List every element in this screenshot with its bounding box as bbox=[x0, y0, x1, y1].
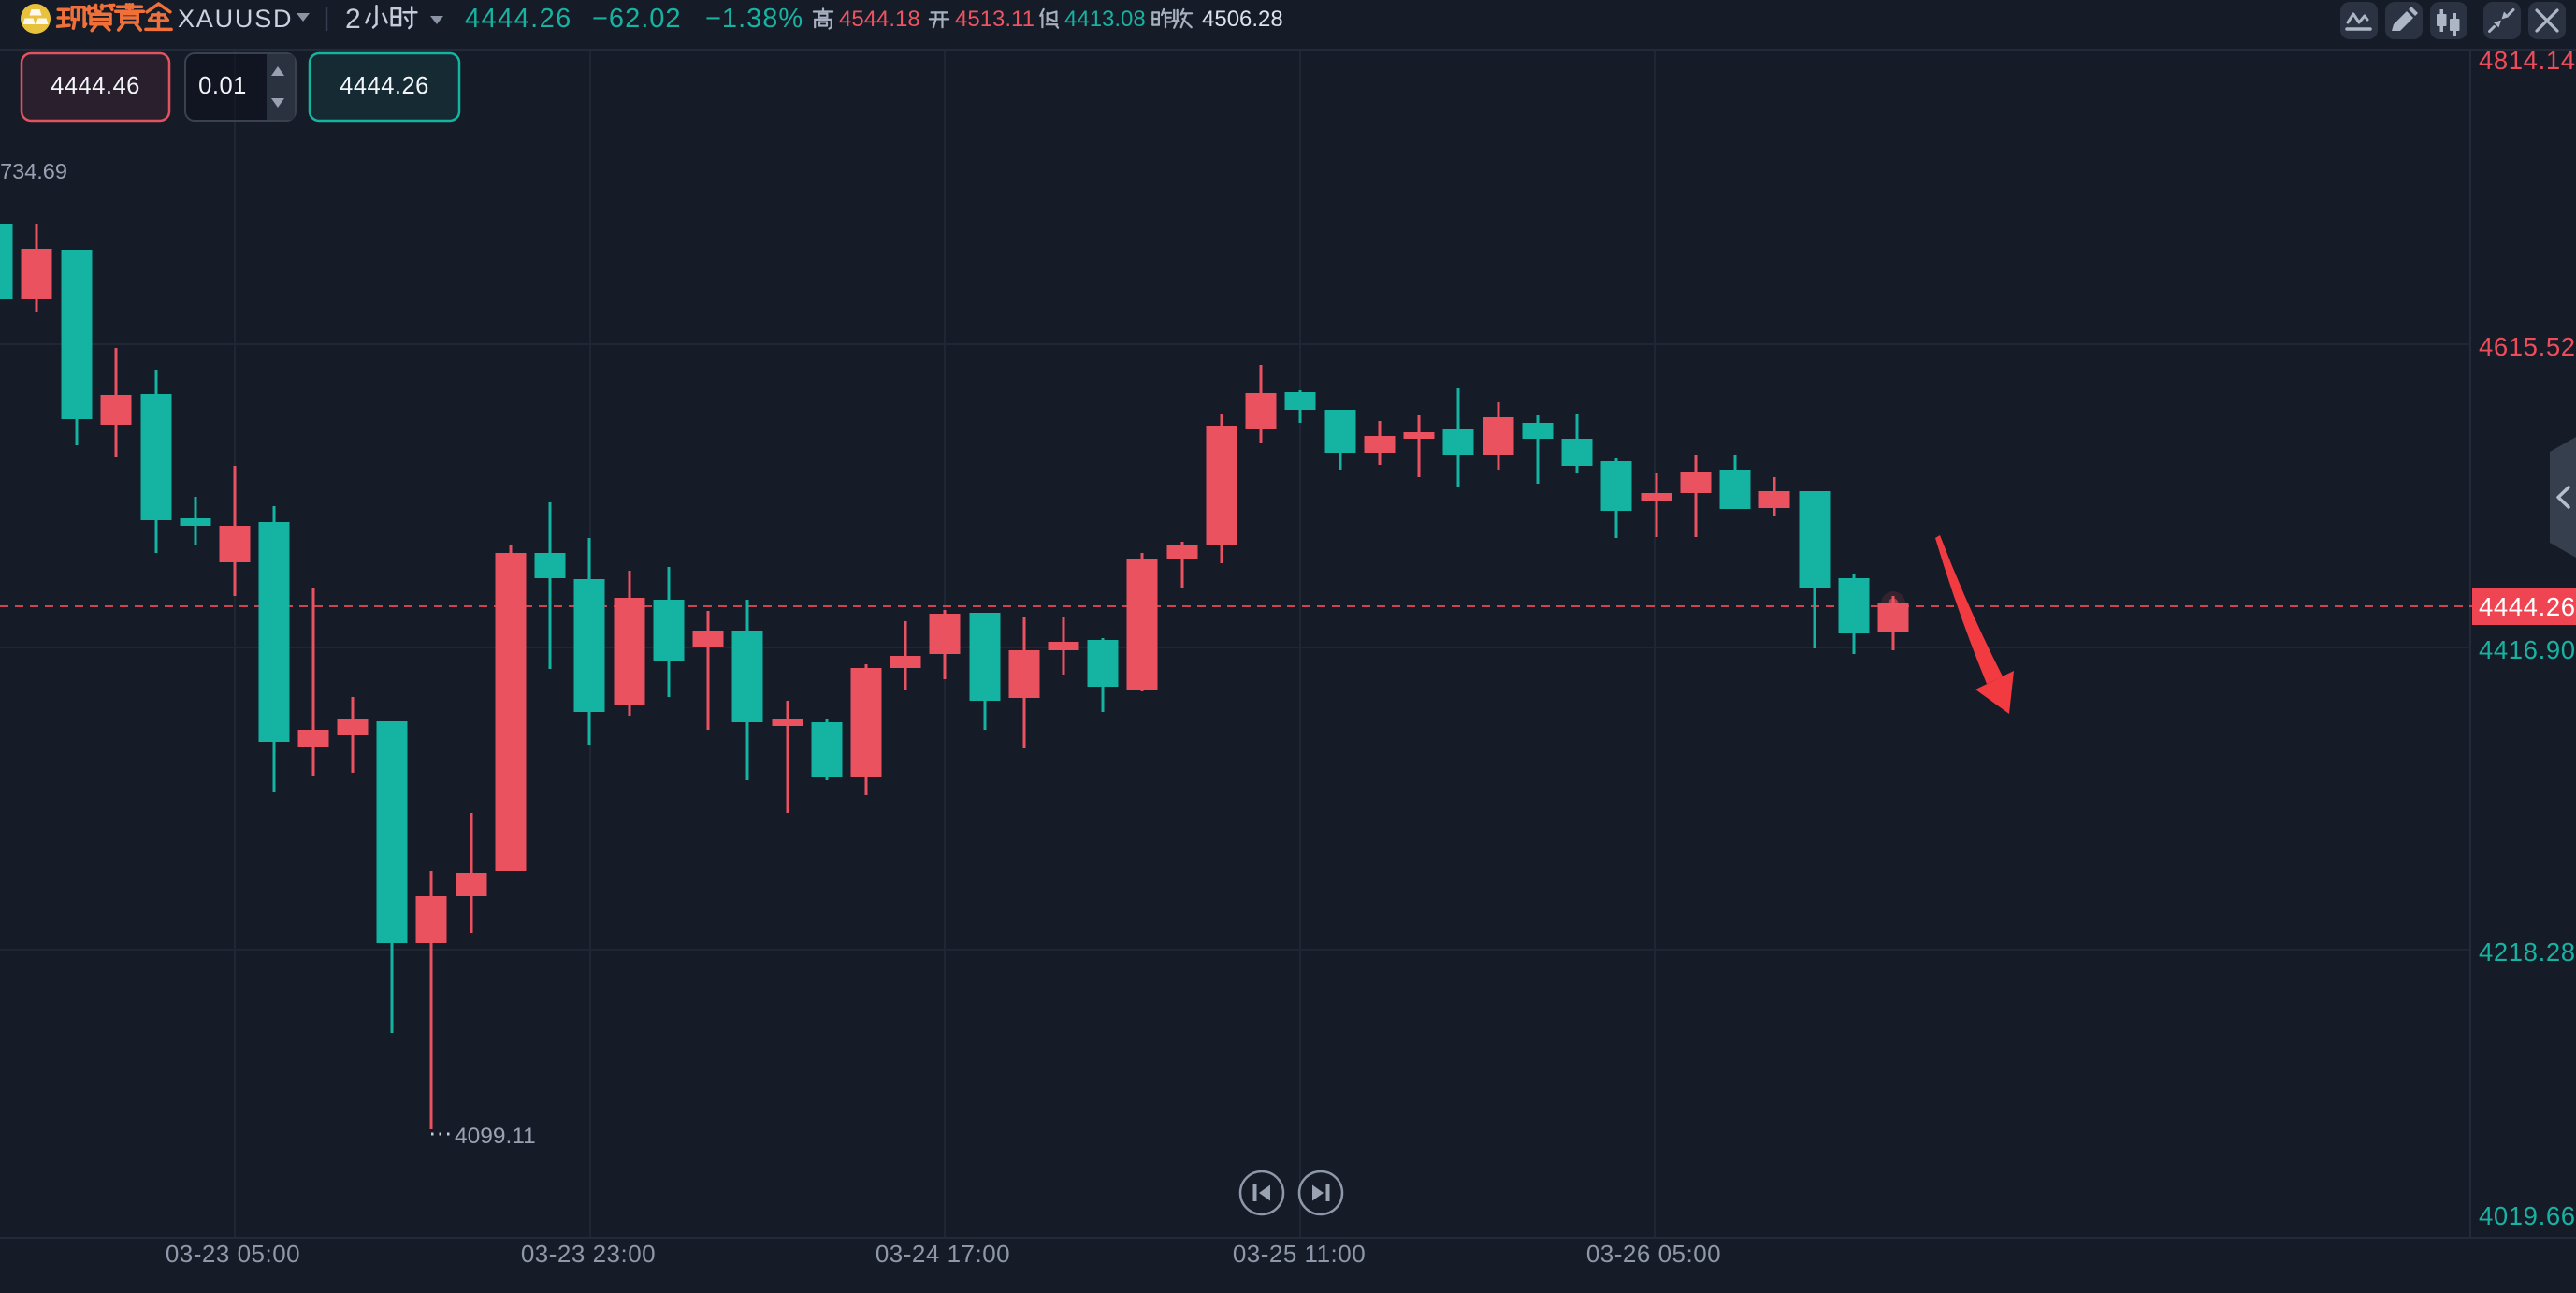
svg-text:03-25 11:00: 03-25 11:00 bbox=[1233, 1240, 1366, 1268]
svg-text:4413.08: 4413.08 bbox=[1064, 7, 1146, 32]
svg-text:4444.26: 4444.26 bbox=[340, 73, 429, 99]
svg-text:4444.46: 4444.46 bbox=[51, 73, 140, 99]
svg-text:4615.52: 4615.52 bbox=[2479, 332, 2576, 361]
svg-text:2: 2 bbox=[345, 4, 361, 35]
svg-text:−1.38%: −1.38% bbox=[705, 4, 803, 34]
svg-text:4513.11: 4513.11 bbox=[955, 7, 1035, 32]
svg-text:4019.66: 4019.66 bbox=[2479, 1201, 2576, 1230]
svg-text:4416.90: 4416.90 bbox=[2479, 635, 2576, 664]
svg-text:4099.11: 4099.11 bbox=[455, 1124, 536, 1149]
svg-text:XAUUSD: XAUUSD bbox=[178, 5, 293, 33]
svg-text:03-26 05:00: 03-26 05:00 bbox=[1586, 1240, 1721, 1268]
svg-text:03-23 23:00: 03-23 23:00 bbox=[521, 1240, 656, 1268]
svg-text:03-24 17:00: 03-24 17:00 bbox=[876, 1240, 1010, 1268]
svg-text:0.01: 0.01 bbox=[198, 73, 247, 99]
svg-text:03-23 05:00: 03-23 05:00 bbox=[166, 1240, 300, 1268]
svg-text:4734.69: 4734.69 bbox=[0, 159, 67, 183]
svg-text:4544.18: 4544.18 bbox=[839, 7, 920, 32]
svg-text:4814.14: 4814.14 bbox=[2479, 46, 2576, 75]
svg-text:4444.26: 4444.26 bbox=[465, 4, 572, 34]
svg-text:4218.28: 4218.28 bbox=[2479, 937, 2576, 966]
svg-text:4506.28: 4506.28 bbox=[1202, 7, 1283, 32]
svg-text:−62.02: −62.02 bbox=[592, 4, 682, 34]
svg-text:4444.26: 4444.26 bbox=[2479, 592, 2576, 621]
